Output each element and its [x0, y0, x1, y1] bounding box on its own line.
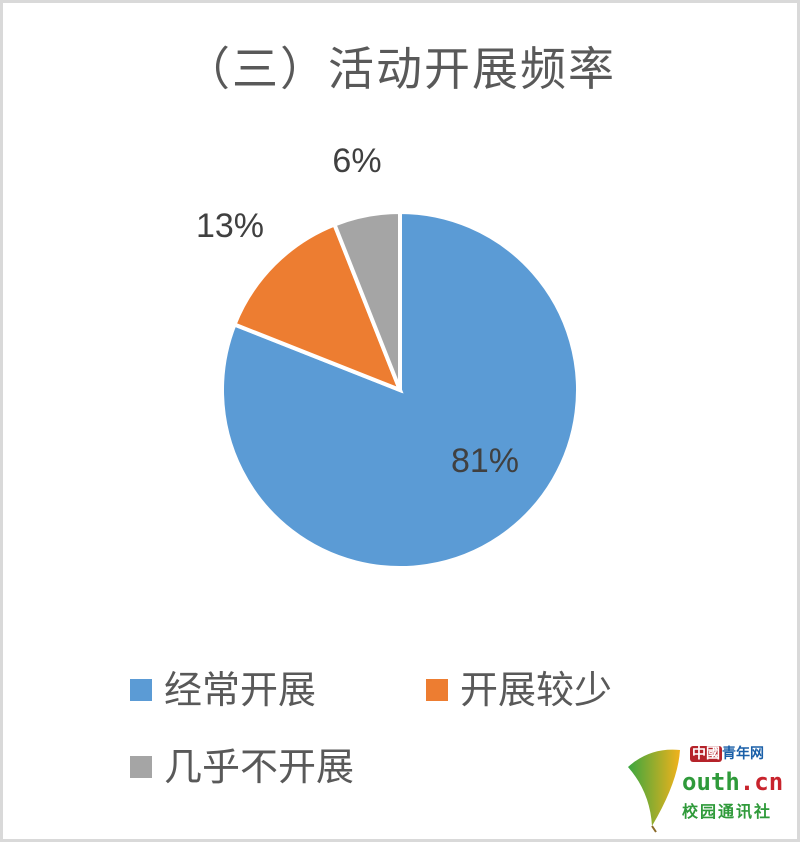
legend-label: 经常开展 [164, 668, 317, 712]
pie-slice-0 [220, 209, 580, 570]
watermark-line3: 校园通讯社 [682, 802, 773, 821]
watermark-tld: .cn [739, 768, 784, 796]
legend-label: 开展较少 [460, 668, 613, 712]
legend-item-1: 开展较少 [426, 668, 612, 712]
pie-slice-2 [331, 209, 402, 391]
data-label-1: 13% [196, 207, 264, 245]
youth-cn-watermark: 中國 青年网 outh.cn 校园通讯社 [622, 742, 794, 836]
legend-swatch [130, 679, 152, 701]
legend-item-0: 经常开展 [130, 668, 316, 712]
pie-slice-1 [231, 221, 404, 394]
watermark-line1: 青年网 [722, 746, 764, 762]
legend-item-2: 几乎不开展 [130, 745, 354, 789]
ginkgo-leaf-icon [628, 749, 680, 833]
legend-swatch [426, 679, 448, 701]
legend-swatch [130, 756, 152, 778]
watermark-domain: outh [682, 768, 740, 796]
data-label-2: 6% [332, 142, 381, 180]
data-label-0: 81% [451, 442, 519, 480]
chart-title: （三）活动开展频率 [184, 42, 616, 96]
legend-label: 几乎不开展 [164, 745, 355, 789]
watermark-badge: 中國 [690, 746, 722, 762]
